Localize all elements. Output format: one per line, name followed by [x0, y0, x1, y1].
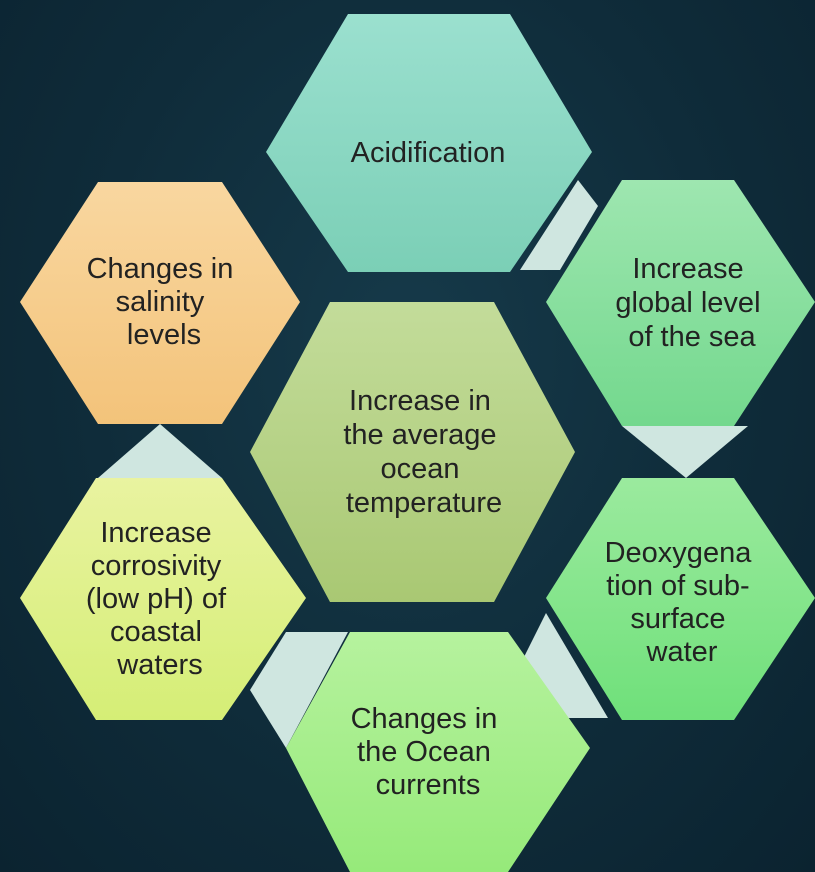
label-line: Changes in [87, 253, 234, 285]
label-deoxygenation: Deoxygena tion of sub- surface water [605, 537, 760, 668]
label-line: salinity [116, 286, 205, 318]
label-line: Deoxygena [605, 537, 753, 569]
label-line: Changes in [351, 703, 498, 735]
label-corrosivity: Increase corrosivity (low pH) of coastal… [86, 517, 234, 681]
label-line: of the sea [628, 321, 756, 353]
label-line: temperature [346, 487, 502, 519]
label-center: Increase in the average ocean temperatur… [343, 385, 504, 519]
label-ocean-currents: Changes in the Ocean currents [351, 703, 506, 801]
label-sea-level: Increase global level of the sea [615, 253, 768, 353]
label-line: surface [630, 603, 725, 635]
connector-acidification-sea-level [520, 180, 598, 270]
label-line: water [646, 636, 718, 668]
label-line: levels [127, 319, 201, 351]
hex-ocean-currents [286, 632, 590, 872]
label-line: Increase in [349, 385, 491, 417]
connector-sea-level-deoxygenation [622, 426, 748, 478]
label-acidification: Acidification [351, 137, 506, 169]
hex-deoxygenation [546, 478, 815, 720]
label-line: tion of sub- [606, 570, 749, 602]
label-line: currents [376, 769, 481, 801]
label-line: coastal [110, 616, 202, 648]
hex-corrosivity [20, 478, 306, 720]
connector-deoxygenation-currents [520, 613, 608, 718]
label-line: (low pH) of [86, 583, 227, 615]
label-line: the average [343, 419, 496, 451]
hex-salinity [20, 182, 300, 424]
hex-center [250, 302, 575, 602]
label-line: Increase [100, 517, 211, 549]
hex-sea-level [546, 180, 815, 426]
label-line: Increase [632, 253, 743, 285]
connectors [98, 180, 748, 748]
label-line: ocean [380, 453, 459, 485]
connector-corrosivity-salinity [98, 424, 222, 478]
label-line: waters [116, 649, 202, 681]
connector-currents-corrosivity [250, 632, 348, 748]
label-line: the Ocean [357, 736, 491, 768]
hex-acidification [266, 14, 592, 272]
label-line: corrosivity [91, 550, 222, 582]
label-salinity: Changes in salinity levels [87, 253, 242, 351]
label-line: global level [615, 287, 760, 319]
label-line: Acidification [351, 137, 506, 169]
